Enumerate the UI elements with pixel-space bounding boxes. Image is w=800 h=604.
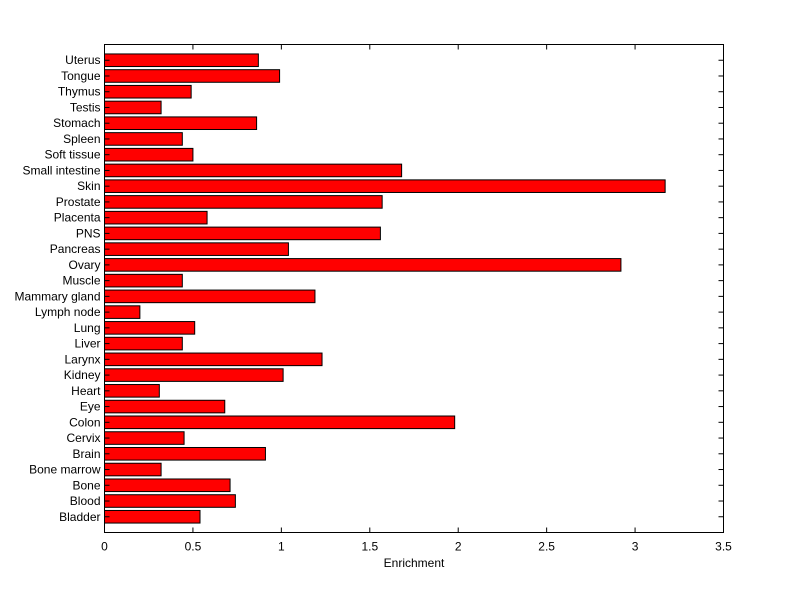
bar-ovary: [104, 258, 622, 272]
y-tick-label: Prostate: [56, 195, 101, 209]
x-tick-label: 3: [632, 540, 639, 554]
y-tick-label: Spleen: [63, 132, 100, 146]
bars-group: [104, 53, 666, 524]
bar-heart: [104, 384, 160, 398]
bar-brain: [104, 446, 266, 461]
y-tick-label: Brain: [72, 447, 100, 461]
bar-prostate: [104, 195, 383, 209]
y-tick-label: Heart: [71, 384, 101, 398]
bar-stomach: [104, 116, 258, 131]
y-tick-label: Soft tissue: [44, 148, 100, 162]
bar-muscle: [104, 273, 183, 288]
x-tick-label: 3.5: [715, 540, 732, 554]
bar-small-intestine: [104, 163, 403, 178]
y-tick-label: Blood: [70, 494, 101, 508]
bar-kidney: [104, 368, 284, 382]
bar-colon: [104, 415, 456, 430]
bar-liver: [104, 336, 183, 351]
y-tick-label: Cervix: [66, 431, 100, 445]
y-tick-label: Colon: [69, 415, 100, 429]
bar-lymph-node: [104, 305, 141, 319]
y-tick-label: Stomach: [53, 116, 100, 130]
x-tick-label: 1: [278, 540, 285, 554]
x-tick-label: 2: [455, 540, 462, 554]
y-tick-label: Testis: [70, 100, 101, 114]
x-axis-label: Enrichment: [384, 556, 445, 570]
y-tick-label: Placenta: [54, 211, 101, 225]
y-tick-label: Bladder: [59, 510, 100, 524]
bar-bladder: [104, 509, 201, 524]
y-tick-label: Pancreas: [50, 242, 101, 256]
bar-testis: [104, 100, 162, 115]
y-tick-label: Muscle: [62, 274, 100, 288]
y-tick-label: Ovary: [68, 258, 100, 272]
bar-tongue: [104, 69, 281, 83]
bar-soft-tissue: [104, 147, 194, 162]
y-tick-label: Liver: [74, 337, 100, 351]
y-tick-label: Bone marrow: [29, 463, 101, 477]
y-tick-label: Larynx: [64, 352, 100, 366]
bar-blood: [104, 494, 236, 508]
y-tick-label: Eye: [80, 400, 101, 414]
y-tick-label: Mammary gland: [14, 289, 100, 303]
bar-uterus: [104, 53, 259, 68]
x-tick-label: 1.5: [361, 540, 378, 554]
y-tick-label: Skin: [77, 179, 100, 193]
y-tick-label: Bone: [72, 478, 100, 492]
bar-thymus: [104, 84, 192, 99]
bar-larynx: [104, 352, 323, 367]
y-tick-label: Lung: [74, 321, 101, 335]
bar-pns: [104, 226, 381, 241]
y-tick-label: Kidney: [64, 368, 101, 382]
x-tick-label: 0: [101, 540, 108, 554]
x-ticks-group: 0 0.5 1 1.5 2 2.5 3 3.5: [101, 44, 732, 554]
x-tick-label: 2.5: [538, 540, 555, 554]
y-tick-label: Tongue: [61, 69, 101, 83]
bar-bone-marrow: [104, 462, 162, 477]
bar-placenta: [104, 210, 208, 225]
bar-skin: [104, 179, 666, 193]
y-tick-label: Lymph node: [35, 305, 101, 319]
y-tick-label: Thymus: [58, 85, 101, 99]
bar-cervix: [104, 431, 185, 445]
plot-area-frame: [104, 44, 724, 533]
x-tick-label: 0.5: [185, 540, 202, 554]
bar-spleen: [104, 132, 183, 146]
bar-lung: [104, 321, 196, 335]
bar-bone: [104, 478, 231, 493]
bar-pancreas: [104, 242, 289, 256]
y-tick-label: PNS: [76, 226, 101, 240]
bar-eye: [104, 399, 226, 414]
y-tick-label: Small intestine: [22, 163, 100, 177]
y-tick-label: Uterus: [65, 53, 100, 67]
bar-mammary-gland: [104, 289, 316, 304]
